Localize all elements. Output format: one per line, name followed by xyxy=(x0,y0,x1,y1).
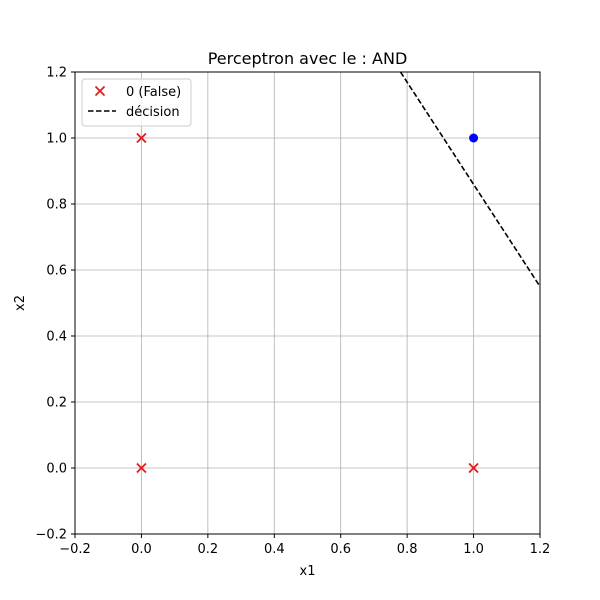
y-tick-label: 0.4 xyxy=(46,330,67,345)
decision-line xyxy=(399,72,540,287)
legend: 0 (False) décision xyxy=(81,78,192,127)
plot-frame xyxy=(74,71,541,535)
legend-box xyxy=(81,78,192,127)
ticks: −0.2 0.0 0.2 0.4 0.6 0.8 1.0 1.2 −0.2 0.0 0.2 0.4 0.… xyxy=(35,66,550,558)
x-tick-label: 0.6 xyxy=(330,542,351,557)
x-marker-stroke xyxy=(468,462,479,474)
chart-title: Perceptron avec le : AND xyxy=(208,49,408,68)
y-tick-label: 1.2 xyxy=(46,66,67,81)
y-tick-label: −0.2 xyxy=(35,528,67,543)
x-tick-label: 0.8 xyxy=(397,542,418,557)
series-layer xyxy=(136,72,540,474)
y-tick-label: 0.6 xyxy=(46,264,67,279)
x-tick-label: −0.2 xyxy=(59,542,91,557)
legend-label-decision: décision xyxy=(126,105,180,120)
x-tick-label: 0.0 xyxy=(131,542,152,557)
legend-label-false: 0 (False) xyxy=(126,85,181,100)
scatter-point-false xyxy=(136,462,147,474)
scatter-point-false xyxy=(136,132,147,144)
x-axis-label: x1 xyxy=(300,564,316,579)
y-tick-label: 1.0 xyxy=(46,132,67,147)
x-marker-stroke xyxy=(136,462,147,474)
x-tick-label: 1.0 xyxy=(463,542,484,557)
y-tick-label: 0.0 xyxy=(46,462,67,477)
y-tick-label: 0.8 xyxy=(46,198,67,213)
y-tick-label: 0.2 xyxy=(46,396,67,411)
scatter-point-true xyxy=(469,133,479,143)
x-tick-label: 1.2 xyxy=(530,542,551,557)
x-tick-label: 0.4 xyxy=(264,542,285,557)
y-axis-label: x2 xyxy=(13,295,28,311)
x-marker-stroke xyxy=(136,132,147,144)
scatter-point-false xyxy=(468,462,479,474)
grid xyxy=(74,71,541,535)
legend-marker-false xyxy=(94,85,106,97)
x-tick-label: 0.2 xyxy=(198,542,219,557)
